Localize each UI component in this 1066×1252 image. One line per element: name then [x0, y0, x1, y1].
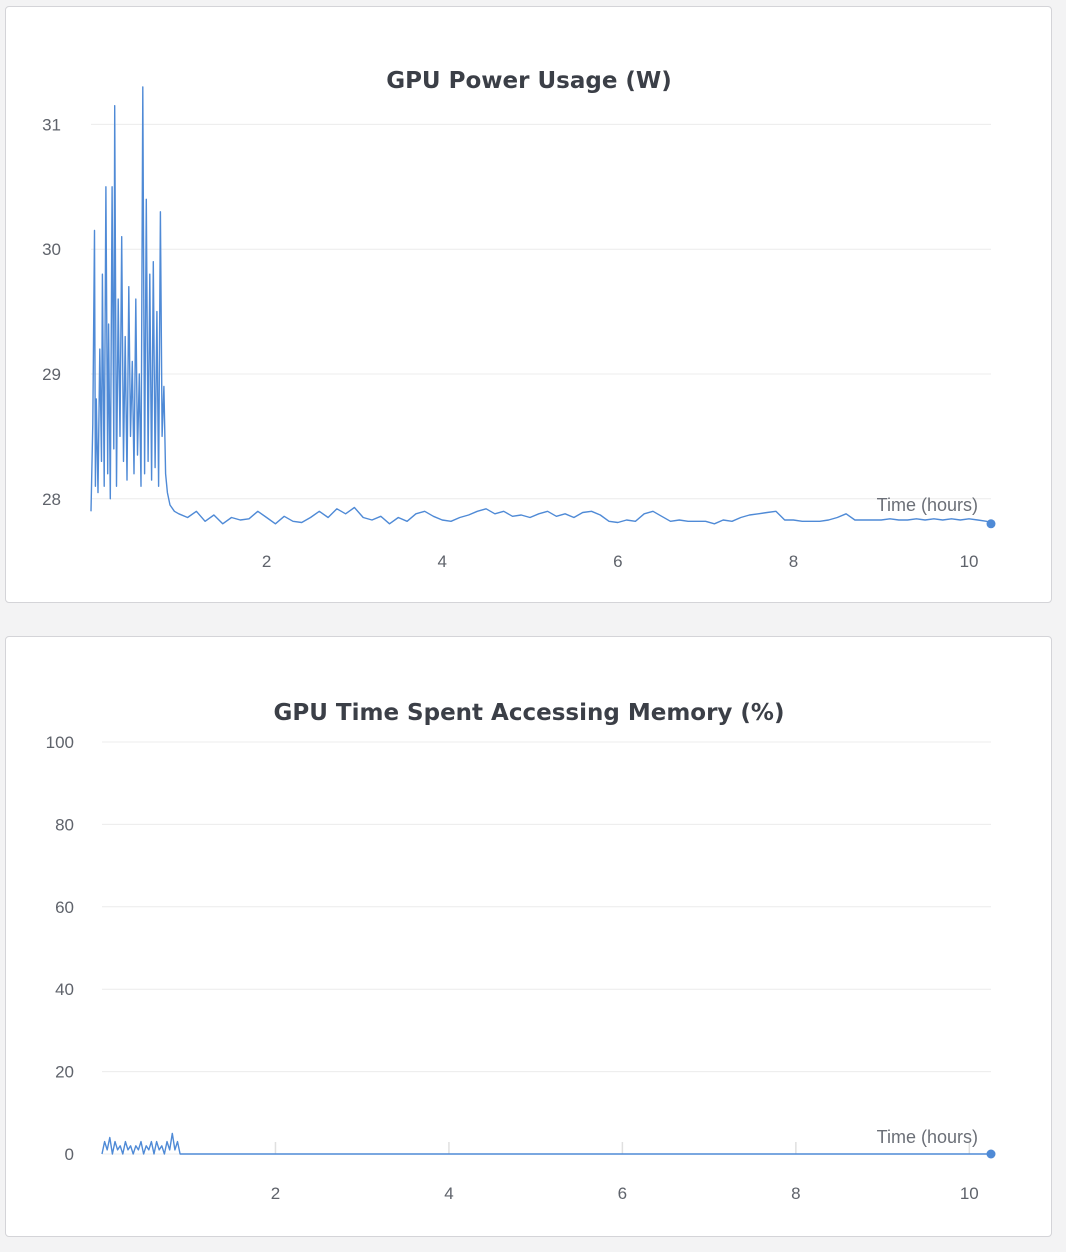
x-axis-title: Time (hours) — [877, 1127, 978, 1147]
x-tick-label: 10 — [960, 552, 979, 571]
y-gridlines — [102, 741, 991, 1155]
series-group — [90, 86, 996, 529]
y-tick-label: 100 — [46, 733, 74, 752]
chart-title: GPU Time Spent Accessing Memory (%) — [273, 700, 784, 726]
y-axis-ticks: 0 20 40 60 80 100 — [46, 733, 74, 1164]
series-end-point — [986, 1149, 996, 1159]
x-tick-label: 8 — [791, 1184, 800, 1203]
series-end-point — [986, 519, 996, 529]
y-tick-label: 29 — [42, 365, 61, 384]
y-gridlines — [91, 123, 991, 500]
series-line — [90, 86, 992, 525]
x-tick-label: 4 — [444, 1184, 453, 1203]
x-tick-label: 2 — [262, 552, 271, 571]
chart-panel-gpu-memory: GPU Time Spent Accessing Memory (%) 0 20 4… — [5, 636, 1052, 1237]
y-tick-label: 20 — [55, 1063, 74, 1082]
y-axis-ticks: 28 29 30 31 — [42, 115, 61, 508]
x-axis-title: Time (hours) — [877, 495, 978, 515]
x-tick-label: 4 — [437, 552, 446, 571]
series-line — [101, 1132, 991, 1155]
x-tick-label: 2 — [271, 1184, 280, 1203]
x-axis-ticks: 2 4 6 8 10 — [262, 552, 979, 571]
chart-title: GPU Power Usage (W) — [386, 68, 672, 94]
x-tick-label: 10 — [960, 1184, 979, 1203]
gpu-memory-chart: GPU Time Spent Accessing Memory (%) 0 20 4… — [46, 700, 996, 1203]
y-tick-label: 31 — [42, 115, 61, 134]
y-tick-label: 60 — [55, 898, 74, 917]
chart-panel-gpu-power: GPU Power Usage (W) 28 29 30 31 2 4 6 8 10 Time… — [5, 6, 1052, 603]
x-axis-ticks: 2 4 6 8 10 — [271, 1142, 979, 1203]
x-tick-label: 6 — [618, 1184, 627, 1203]
series-group — [101, 1132, 996, 1159]
y-tick-label: 30 — [42, 240, 61, 259]
y-tick-label: 0 — [65, 1145, 74, 1164]
x-tick-label: 8 — [789, 552, 798, 571]
y-tick-label: 28 — [42, 490, 61, 509]
y-tick-label: 80 — [55, 815, 74, 834]
x-tick-label: 6 — [613, 552, 622, 571]
y-tick-label: 40 — [55, 980, 74, 999]
gpu-power-chart: GPU Power Usage (W) 28 29 30 31 2 4 6 8 10 Time… — [42, 68, 996, 571]
